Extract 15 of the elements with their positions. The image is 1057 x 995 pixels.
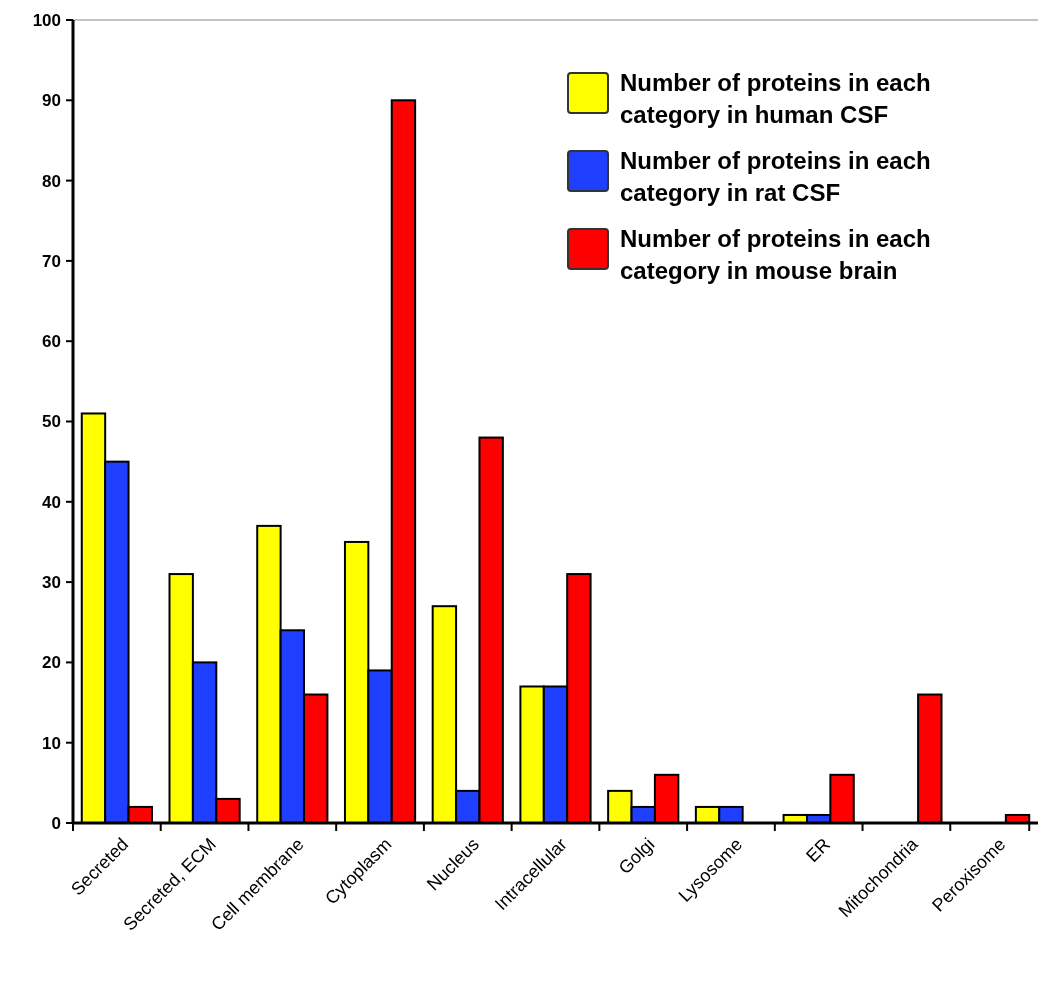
legend-label: Number of proteins in each category in rat CSF [620, 147, 931, 207]
y-tick-label: 30 [42, 573, 61, 593]
y-tick-label: 90 [42, 91, 61, 111]
y-tick-label: 10 [42, 733, 61, 753]
y-tick-label: 60 [42, 332, 61, 352]
y-tick-label: 20 [42, 653, 61, 673]
y-tick-label: 0 [51, 813, 61, 833]
y-tick-label: 50 [42, 412, 61, 432]
y-tick-label: 70 [42, 251, 61, 271]
legend-label: Number of proteins in each category in mouse brain [620, 225, 931, 285]
legend-label: Number of proteins in each category in human CSF [620, 69, 931, 129]
y-tick-label: 40 [42, 492, 61, 512]
x-tick-label: ER [802, 834, 834, 866]
y-tick-label: 100 [32, 10, 61, 30]
y-tick-label: 80 [42, 171, 61, 191]
